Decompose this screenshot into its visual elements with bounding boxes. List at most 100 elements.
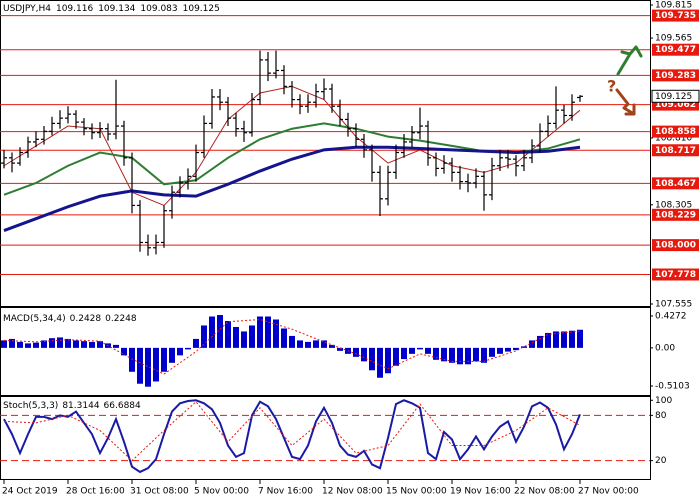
macd-bar [577,329,583,348]
y-tick-label: 109.565 [655,34,692,44]
y-tick-label: 0.00 [655,343,675,353]
y-tick-label: 107.555 [655,300,692,310]
macd-bar [81,341,87,348]
macd-bar [49,338,55,348]
stoch-layer: 100 80 20 Stoch(5,3,3) 81.3144 66.6884 [0,396,672,474]
y-tick-label: 20 [655,456,667,466]
macd-bar [537,335,543,348]
macd-bar [321,340,327,348]
macd-bar [481,347,487,363]
symbol: USDJPY,H4 [3,4,51,14]
macd-bar [297,340,303,348]
stoch-panel [0,396,651,480]
ohlc-value: 109.134 [98,4,135,14]
ohlc-value: 109.116 [56,4,93,14]
macd-bar [417,347,423,350]
macd-bar [233,326,239,348]
x-tick-label: 5 Nov 00:00 [194,487,249,497]
down-arrow [615,88,636,116]
macd-bar [377,347,383,378]
macd-bar [209,316,215,348]
macd-bar [33,342,39,348]
macd-bar [89,341,95,348]
level-label: 108.858 [655,127,696,137]
macd-bar [401,347,407,360]
macd-bar [337,347,343,351]
moving-average [3,145,581,232]
y-tick-label: 108.305 [655,200,692,210]
macd-bar [201,325,207,348]
x-tick-label: 28 Oct 16:00 [66,487,125,497]
macd-bar [257,316,263,348]
macd-bar [17,341,23,348]
level-label: 108.229 [655,210,696,220]
macd-bar [241,331,247,348]
macd-bar [185,347,191,350]
current-price-label: 109.125 [655,92,692,102]
level-label: 109.735 [655,11,696,21]
macd-bar [441,347,447,362]
macd-bar [489,347,495,357]
level-label-box [652,208,699,221]
macd-bar [121,347,127,356]
current-price-box [651,89,700,103]
macd-bar [193,338,199,348]
macd-bar [409,347,415,354]
macd-bar [65,338,71,348]
macd-bar [169,347,175,363]
macd-panel [0,307,651,396]
macd-bar [545,332,551,348]
macd-bar [137,347,143,384]
level-label: 108.467 [655,179,696,189]
macd-bar [433,347,439,360]
title: MACD(5,34,4) [3,314,66,324]
level-label-box [652,125,699,138]
macd-bar [353,347,359,357]
up-arrow [616,45,643,76]
macd-value: 0.2428 [70,314,102,324]
macd-bar [305,341,311,348]
level-label: 109.477 [655,45,696,55]
level-label-box [652,177,699,190]
macd-bar [513,347,519,351]
macd-bar [289,335,295,348]
level-label-box [652,69,699,82]
ohlc-value: 109.125 [183,4,220,14]
stoch-signal [3,401,581,462]
macd-bar [145,347,151,387]
macd-bar [361,347,367,362]
title: Stoch(5,3,3) [3,401,58,411]
signal-value: 66.6884 [104,401,141,411]
macd-bar [449,347,455,363]
macd-bar [521,346,527,348]
macd-bar [313,340,319,348]
macd-bar [161,347,167,372]
macd-bar [329,344,335,348]
level-label: 108.000 [655,241,696,251]
question-mark: ? [607,77,616,96]
chart-header: USDJPY,H4 109.116 109.134 109.083 109.125 [3,4,220,14]
y-tick-label: -0.5103 [655,381,690,391]
macd-bar [465,347,471,365]
x-tick-label: 12 Nov 08:00 [322,487,383,497]
y-tick-label: 80 [655,411,667,421]
level-label: 108.717 [655,146,696,156]
signal-value: 0.2248 [105,314,137,324]
macd-bar [113,344,119,348]
macd-bar [393,347,399,366]
macd-bar [561,331,567,348]
macd-bar [569,330,575,348]
y-tick-label: 108.810 [655,133,692,143]
macd-bar [73,340,79,348]
macd-bar [9,338,15,348]
price-panel [0,0,651,307]
x-tick-label: 15 Nov 00:00 [386,487,447,497]
macd-bar [25,343,31,348]
macd-header: MACD(5,34,4) 0.2428 0.2248 [3,314,137,324]
macd-bar [177,347,183,356]
stoch-main [3,399,581,474]
forecast-arrows: ? [607,45,643,116]
level-label: 107.778 [655,270,696,280]
